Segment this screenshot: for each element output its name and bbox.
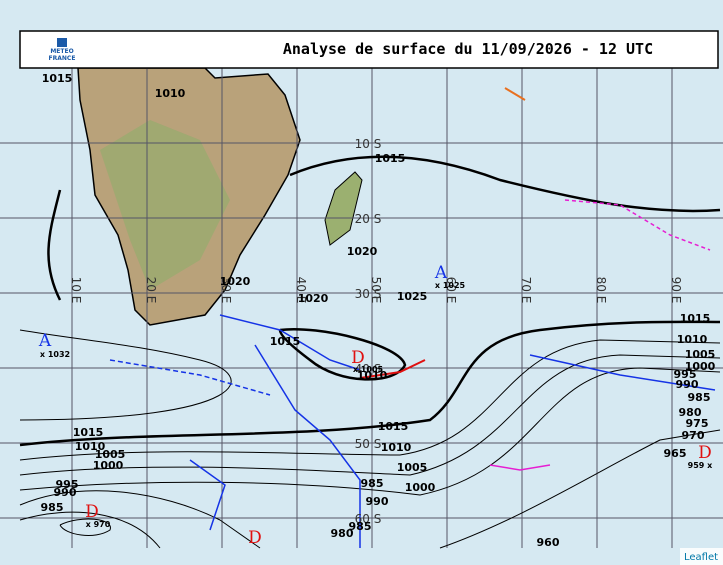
isobars — [19, 155, 721, 549]
isobar-label: 1020 — [220, 275, 251, 288]
isobar-label: 985 — [349, 520, 372, 533]
latitude-label: 20 S — [355, 212, 382, 226]
isobar-label: 1015 — [42, 72, 73, 85]
isobar-label: 1015 — [270, 335, 301, 348]
center-letter: D — [85, 502, 99, 522]
longitude-label: 20 E — [144, 277, 158, 304]
isobar-label: 1010 — [357, 369, 388, 382]
isobar-label: 995 — [674, 368, 697, 381]
isobar-label: 1000 — [405, 481, 436, 494]
center-letter: A — [38, 331, 52, 351]
center-letter: D — [698, 443, 712, 463]
isobar-label: 965 — [664, 447, 687, 460]
longitude-label: 40 E — [294, 277, 308, 304]
attribution[interactable]: Leaflet — [684, 552, 718, 563]
center-letter: A — [434, 263, 448, 283]
isobar-label: 1020 — [347, 245, 378, 258]
center-pressure: x 1032 — [40, 350, 70, 359]
madagascar — [324, 171, 363, 246]
isobar-label: 1010 — [677, 333, 708, 346]
isobar-label: 1015 — [375, 152, 406, 165]
labels: 10 S 20 S 30 S 40 S 50 S 60 S 10 E 20 E 30 E 40 E… — [38, 72, 716, 549]
isobar-label: 1015 — [680, 312, 711, 325]
latitude-label: 10 S — [355, 137, 382, 151]
isobar-label: 1005 — [95, 448, 126, 461]
isobar-label: 1015 — [378, 420, 409, 433]
latitude-label: 50 S — [355, 437, 382, 451]
isobar-label: 985 — [41, 501, 64, 514]
isobar-label: 990 — [54, 486, 77, 499]
logo-text: FRANCE — [49, 55, 76, 62]
logo-mark — [57, 38, 67, 47]
longitude-label: 50 E — [369, 277, 383, 304]
isobar-label: 1000 — [93, 459, 124, 472]
attribution-box — [680, 548, 723, 565]
isobar-label: 990 — [366, 495, 389, 508]
isobar-label: 985 — [688, 391, 711, 404]
isobar-label: 970 — [682, 429, 705, 442]
isobar-label: 980 — [331, 527, 354, 540]
isobar-label: 1025 — [397, 290, 428, 303]
center-pressure: 959 x — [688, 461, 713, 470]
isobar-label: 1005 — [685, 348, 716, 361]
latitude-label: 30 S — [355, 287, 382, 301]
center-letter: D — [248, 528, 262, 548]
latitude-label: 60 S — [355, 512, 382, 526]
latitude-label: 40 S — [355, 362, 382, 376]
isobar-label: 995 — [56, 478, 79, 491]
isobar-label: 1015 — [73, 426, 104, 439]
isobar-label: 1010 — [155, 87, 186, 100]
center-pressure: x 1005 — [353, 365, 384, 374]
isobar-label: 1010 — [381, 441, 412, 454]
longitude-label: 30 E — [219, 277, 233, 304]
title: Analyse de surface du 11/09/2026 - 12 UT… — [283, 40, 653, 58]
isobar-label: 960 — [537, 536, 560, 549]
isobar-label: 990 — [676, 378, 699, 391]
center-pressure: x 1025 — [435, 281, 466, 290]
longitude-label: 70 E — [519, 277, 533, 304]
isobar-label: 1005 — [397, 461, 428, 474]
center-letter: D — [351, 348, 365, 368]
isobar-label: 980 — [679, 406, 702, 419]
center-pressure: x 970 — [86, 520, 111, 529]
isobar-label: 1010 — [75, 440, 106, 453]
fronts — [109, 87, 716, 548]
isobar-label: 1000 — [685, 360, 716, 373]
relief — [100, 120, 230, 290]
title-box — [19, 30, 719, 69]
longitude-label: 10 E — [69, 277, 83, 304]
isobar-label: 1020 — [298, 292, 329, 305]
isobar-label: 975 — [686, 417, 709, 430]
isobar-label: 985 — [361, 477, 384, 490]
longitude-label: 60 E — [444, 277, 458, 304]
logo-text: METEO — [50, 48, 73, 55]
longitude-label: 90 E — [669, 277, 683, 304]
longitude-label: 80 E — [594, 277, 608, 304]
